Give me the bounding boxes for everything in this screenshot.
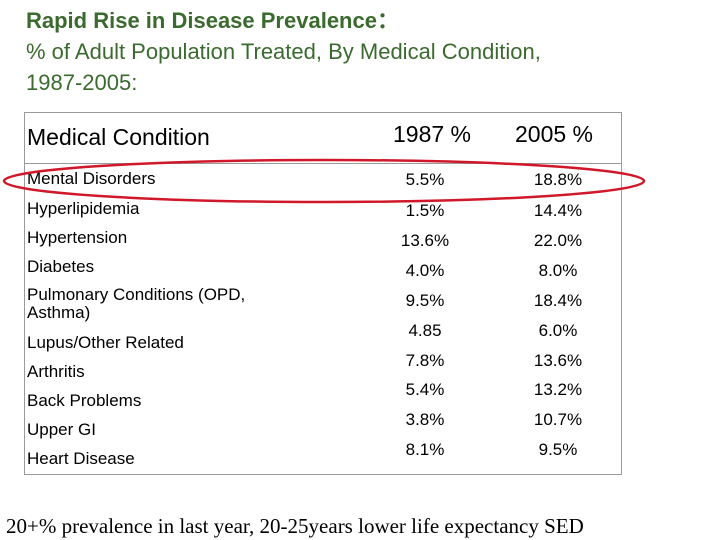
title-subheading: % of Adult Population Treated, By Medica… xyxy=(26,39,541,64)
value-2005: 22.0% xyxy=(533,231,583,250)
header-2005: 2005 % xyxy=(515,121,594,147)
condition-name: Arthritis xyxy=(27,362,85,381)
table-header-row: Medical Condition 1987 % 2005 % xyxy=(25,112,621,164)
value-2005: 9.5% xyxy=(538,440,578,459)
condition-name: Diabetes xyxy=(27,257,95,276)
value-2005: 6.0% xyxy=(538,321,578,340)
value-1987: 8.1% xyxy=(405,440,445,459)
slide-title: Rapid Rise in Disease Prevalence： % of A… xyxy=(26,6,706,98)
condition-name: Back Problems xyxy=(27,391,142,410)
value-2005: 18.4% xyxy=(533,291,583,310)
value-2005: 13.6% xyxy=(533,351,583,370)
condition-name-line2: Asthma) xyxy=(27,303,91,322)
value-2005: 14.4% xyxy=(533,201,583,220)
value-1987: 7.8% xyxy=(405,351,445,370)
value-1987: 4.85 xyxy=(408,321,442,340)
value-1987: 13.6% xyxy=(400,231,450,250)
value-2005: 13.2% xyxy=(533,380,583,399)
condition-table: Medical Condition 1987 % 2005 % Mental D… xyxy=(24,112,622,475)
value-1987: 9.5% xyxy=(405,291,445,310)
value-2005: 10.7% xyxy=(533,410,583,429)
condition-name: Pulmonary Conditions (OPD, Asthma) xyxy=(27,286,357,322)
value-1987: 4.0% xyxy=(405,261,445,280)
condition-name: Hypertension xyxy=(27,228,128,247)
value-2005: 18.8% xyxy=(533,170,583,189)
condition-name: Lupus/Other Related xyxy=(27,333,184,352)
value-1987: 5.5% xyxy=(405,170,445,189)
title-heading: Rapid Rise in Disease Prevalence： xyxy=(26,8,399,33)
value-2005: 8.0% xyxy=(538,261,578,280)
condition-name: Hyperlipidemia xyxy=(27,199,140,218)
header-1987: 1987 % xyxy=(393,121,472,147)
value-1987: 1.5% xyxy=(405,201,445,220)
value-1987: 3.8% xyxy=(405,410,445,429)
footer-note: 20+% prevalence in last year, 20-25years… xyxy=(6,514,584,538)
condition-name-line1: Pulmonary Conditions (OPD, xyxy=(27,285,246,304)
title-date-range: 1987-2005: xyxy=(26,70,138,95)
value-1987: 5.4% xyxy=(405,380,445,399)
condition-name: Heart Disease xyxy=(27,449,135,468)
header-medical-condition: Medical Condition xyxy=(27,124,210,150)
condition-name: Upper GI xyxy=(27,420,96,439)
condition-name: Mental Disorders xyxy=(27,169,156,188)
